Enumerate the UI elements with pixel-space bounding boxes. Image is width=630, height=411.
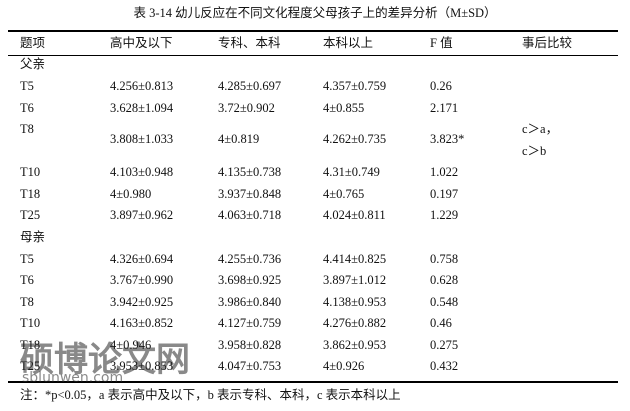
cell: 3.698±0.925 [218,273,282,287]
item-label: T5 [20,79,34,93]
table-note: 注：*p<0.05，a 表示高中及以下，b 表示专科、本科，c 表示本科以上 [20,388,401,402]
cell: 4.326±0.694 [110,251,174,266]
cell: 4.414±0.825 [323,251,387,266]
cell: 3.953±0.853 [110,359,174,373]
cell: 4±0.765 [323,186,365,201]
cell: 4.163±0.852 [110,316,174,330]
item-label: T8 [20,294,34,309]
cell: 4±0.819 [218,132,260,146]
cell: 4.047±0.753 [218,359,282,373]
cell: 4.262±0.735 [323,132,387,146]
cell: 3.767±0.990 [110,273,174,287]
cell: 4±0.855 [323,100,365,115]
watermark: 硕博论文网 [20,340,190,380]
item-label: T25 [20,208,41,222]
watermark-url: sblunwen.com [22,370,124,386]
cell: 4.276±0.882 [323,316,387,330]
item-label: T6 [20,273,34,287]
cell: 0.758 [430,251,459,266]
cell: 4.285±0.697 [218,79,282,93]
cell: 3.823* [430,132,465,146]
cell: 3.808±1.033 [110,132,174,146]
header-cell: 高中及以下 [110,36,173,50]
cell: 0.628 [430,273,459,287]
cell: 3.986±0.840 [218,294,282,309]
cell: 4.31±0.749 [323,165,380,179]
cell: 0.432 [430,359,459,373]
cell: 4.357±0.759 [323,79,387,93]
item-label: T10 [20,316,41,330]
header-cell: 事后比较 [522,36,573,50]
bottom-rule [8,381,618,383]
cell: 4.063±0.718 [218,208,282,222]
cell: 3.628±1.094 [110,100,174,115]
cell: 4.127±0.759 [218,316,282,330]
cell: 3.942±0.925 [110,294,174,309]
cell: 4±0.946 [110,337,152,352]
cell: 4±0.926 [323,359,365,373]
cell: 4.138±0.953 [323,294,387,309]
cell: 4.256±0.813 [110,79,174,93]
item-label: T10 [20,165,41,179]
item-label: T6 [20,100,34,115]
header-cell: 本科以上 [323,36,374,50]
post-hoc: c＞b [522,144,547,158]
cell: 3.862±0.953 [323,337,387,352]
cell: 4.103±0.948 [110,165,174,179]
cell: 4.024±0.811 [323,208,386,222]
cell: 2.171 [430,100,459,115]
cell: 0.548 [430,294,459,309]
post-hoc: c＞a， [522,122,559,136]
table-title: 表 3-14 幼儿反应在不同文化程度父母孩子上的差异分析（M±SD） [133,6,497,20]
cell: 0.26 [430,79,452,93]
section-label: 母亲 [20,229,46,244]
item-label: T5 [20,251,34,266]
item-label: T18 [20,337,41,352]
item-label: T8 [20,122,34,136]
cell: 4.135±0.738 [218,165,282,179]
cell: 0.197 [430,186,459,201]
cell: 1.022 [430,165,459,179]
header-rule [8,55,618,56]
cell: 3.897±1.012 [323,273,387,287]
cell: 3.937±0.848 [218,186,282,201]
cell: 3.72±0.902 [218,100,275,115]
cell: 4.255±0.736 [218,251,282,266]
item-label: T18 [20,186,41,201]
cell: 0.275 [430,337,459,352]
section-label: 父亲 [20,57,46,71]
header-cell: F 值 [430,36,453,50]
cell: 3.958±0.828 [218,337,282,352]
cell: 1.229 [430,208,459,222]
header-cell: 题项 [20,36,46,50]
cell: 3.897±0.962 [110,208,174,222]
item-label: T25 [20,359,41,373]
header-cell: 专科、本科 [218,36,281,50]
cell: 4±0.980 [110,186,152,201]
cell: 0.46 [430,316,452,330]
top-rule [8,30,618,32]
